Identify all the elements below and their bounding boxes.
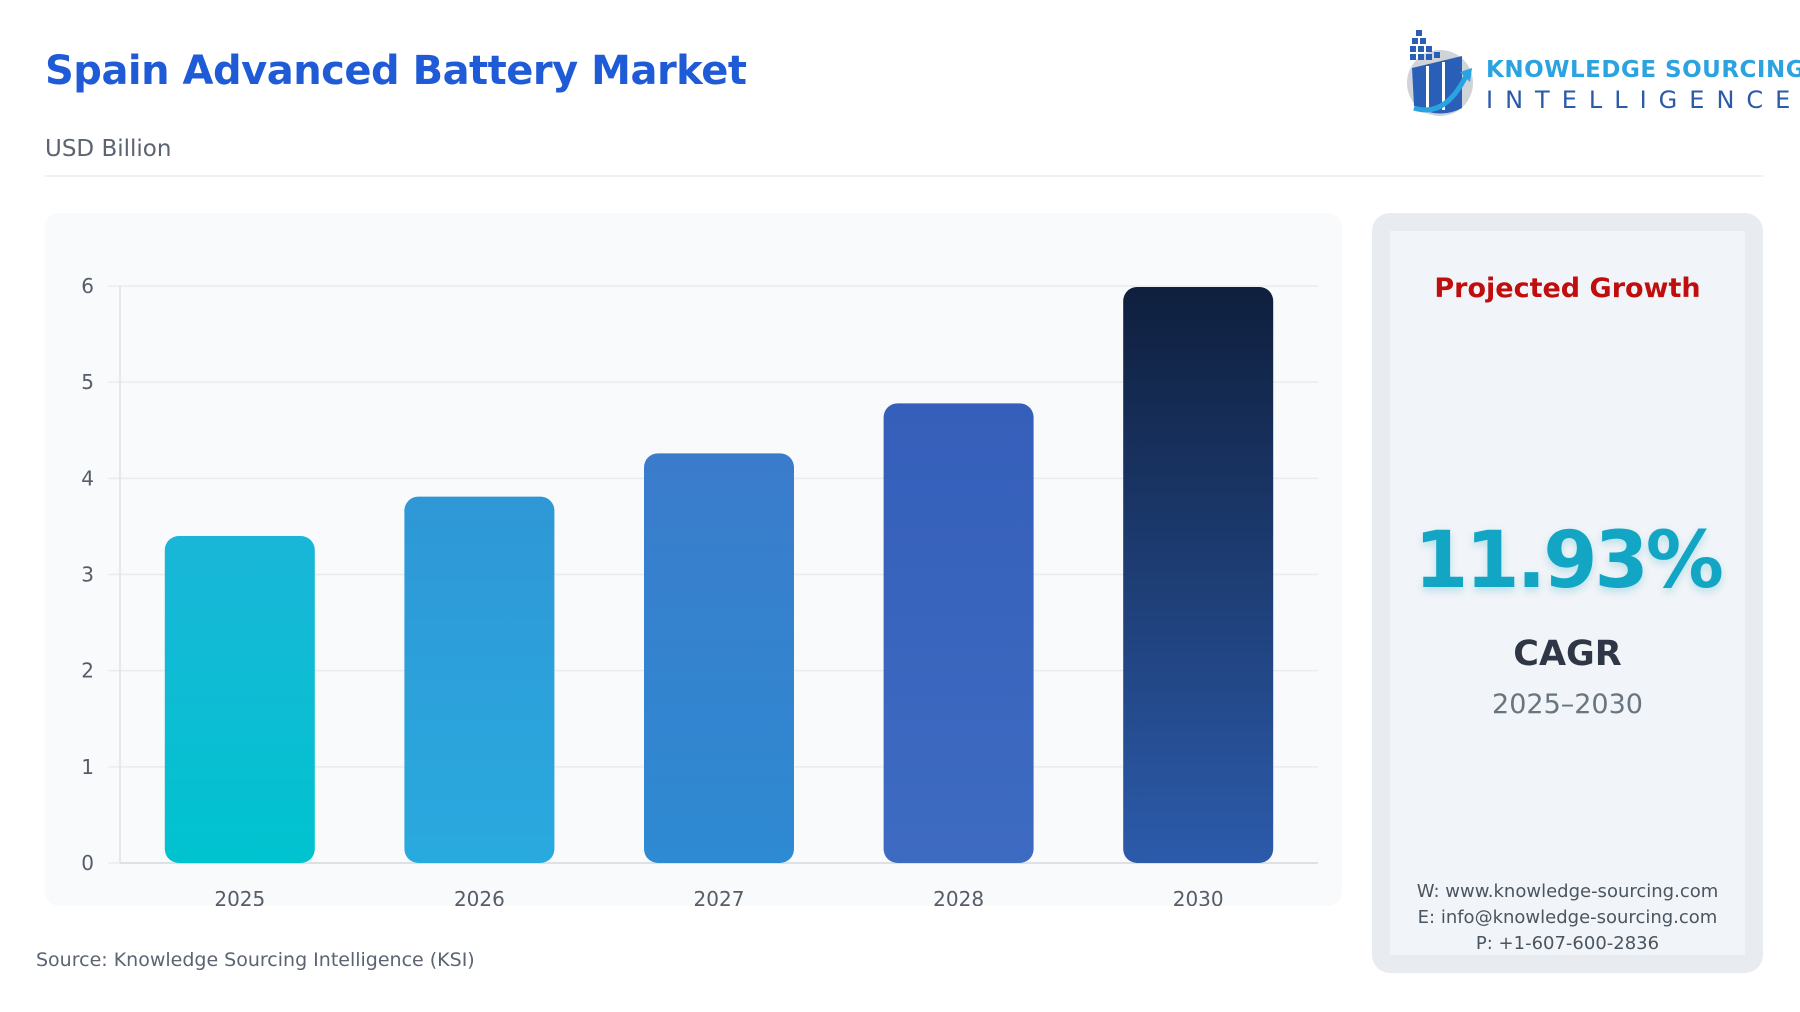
y-tick-label: 6	[81, 274, 94, 298]
unit-label: USD Billion	[45, 136, 172, 162]
bar-2028	[883, 403, 1034, 863]
bar-2025	[164, 536, 315, 863]
x-tick-label: 2027	[694, 887, 745, 906]
growth-title: Projected Growth	[1434, 273, 1701, 304]
bar-2026	[404, 496, 555, 863]
y-tick-label: 2	[81, 659, 94, 683]
logo-mark-icon	[1407, 30, 1473, 116]
y-tick-label: 0	[81, 851, 94, 875]
cagr-value: 11.93%	[1414, 516, 1724, 606]
y-tick-label: 5	[81, 370, 94, 394]
logo-text: KNOWLEDGE SOURCING	[1486, 57, 1800, 83]
y-tick-label: 1	[81, 755, 94, 779]
website-link[interactable]: W: www.knowledge-sourcing.com	[1416, 881, 1719, 902]
source-note: Source: Knowledge Sourcing Intelligence …	[36, 949, 475, 971]
bar-2030	[1123, 286, 1274, 863]
x-tick-label: 2025	[214, 887, 265, 906]
x-tick-label: 2028	[933, 887, 984, 906]
email-link[interactable]: E: info@knowledge-sourcing.com	[1417, 907, 1718, 928]
growth-card: Projected Growth 11.93% CAGR 2025–2030 W…	[1372, 213, 1763, 973]
y-tick-label: 3	[81, 563, 94, 587]
page-title: Spain Advanced Battery Market	[45, 48, 747, 94]
chart-card: 0 1 2 3 4 5 6 2025 2026 2027 2028 2030	[45, 213, 1342, 906]
x-tick-label: 2030	[1173, 887, 1224, 906]
bar-chart: 0 1 2 3 4 5 6 2025 2026 2027 2028 2030	[81, 274, 1318, 906]
cagr-period: 2025–2030	[1492, 689, 1643, 720]
y-tick-label: 4	[81, 466, 94, 490]
phone-text: P: +1-607-600-2836	[1475, 933, 1660, 954]
logo-text-sub: INTELLIGENCE	[1486, 86, 1800, 114]
x-tick-label: 2026	[454, 887, 505, 906]
divider	[45, 175, 1763, 177]
bar-2027	[644, 453, 794, 863]
company-logo: KNOWLEDGE SOURCING INTELLIGENCE	[1400, 28, 1800, 118]
cagr-label: CAGR	[1513, 634, 1622, 674]
